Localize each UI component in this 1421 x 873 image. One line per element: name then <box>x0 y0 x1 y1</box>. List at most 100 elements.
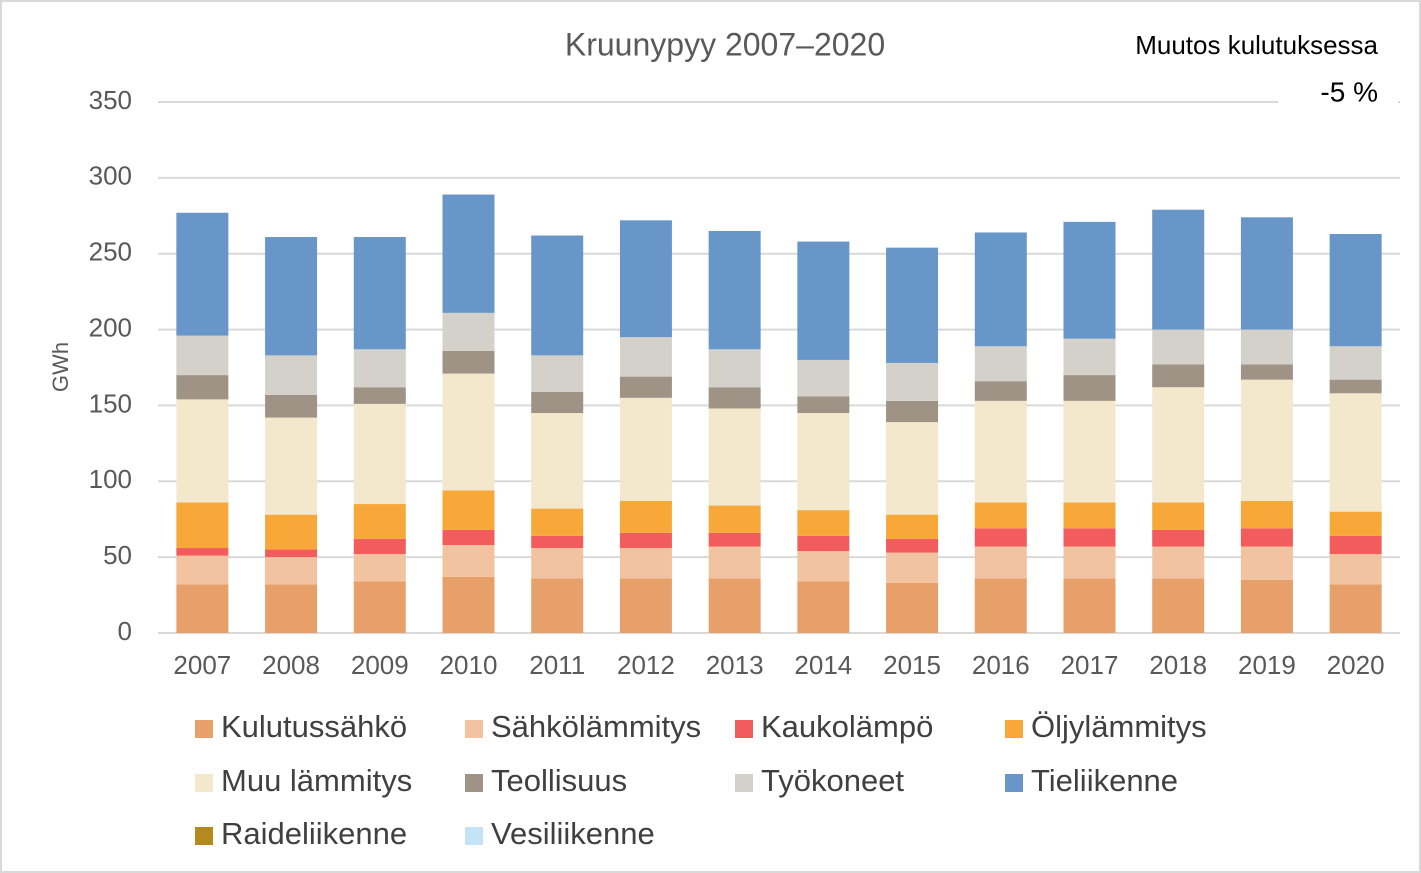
bar-segment <box>176 212 229 336</box>
y-tick-label: 100 <box>89 464 132 494</box>
bar-segment <box>1329 554 1382 585</box>
bar-segment <box>797 510 850 536</box>
bar-segment <box>1329 233 1382 347</box>
bar-segment <box>1329 379 1382 394</box>
bar-segment <box>176 548 229 556</box>
bar-segment <box>619 578 672 633</box>
legend-label: Raideliikenne <box>221 816 407 851</box>
bar-segment <box>531 535 584 549</box>
bar-segment <box>176 375 229 400</box>
bar-segment <box>797 359 850 397</box>
legend-swatch <box>465 774 483 792</box>
bar-segment <box>531 235 584 356</box>
bar-segment <box>1152 387 1205 503</box>
bar-segment <box>1063 546 1116 579</box>
bar-segment <box>974 528 1027 547</box>
bar-segment <box>176 335 229 376</box>
bar-segment <box>265 237 318 356</box>
legend-swatch <box>195 720 213 738</box>
bar-segment <box>974 346 1027 382</box>
legend-swatch <box>735 774 753 792</box>
x-tick-label: 2016 <box>972 650 1030 680</box>
bar-segment <box>886 514 939 539</box>
bar-segment <box>176 555 229 585</box>
legend-swatch <box>195 774 213 792</box>
y-tick-label: 350 <box>89 85 132 115</box>
bar-segment <box>1063 578 1116 633</box>
bar-segment <box>176 399 229 503</box>
bar-segment <box>1063 502 1116 529</box>
x-tick-label: 2009 <box>351 650 409 680</box>
bar-segment <box>974 502 1027 529</box>
y-tick-label: 150 <box>89 388 132 418</box>
bar-segment <box>353 538 406 555</box>
bar-segment <box>886 582 939 633</box>
legend-swatch <box>465 827 483 845</box>
bar-segment <box>1240 329 1293 365</box>
bar-segment <box>442 194 495 313</box>
bar-segment <box>886 538 939 553</box>
bar-segment <box>1329 535 1382 555</box>
bar-segment <box>1329 584 1382 633</box>
x-tick-label: 2014 <box>794 650 852 680</box>
bar-segment <box>708 532 761 547</box>
bar-segment <box>1240 528 1293 547</box>
y-tick-label: 300 <box>89 161 132 191</box>
bar-segment <box>531 391 584 414</box>
bar-segment <box>1152 329 1205 365</box>
x-tick-label: 2007 <box>173 650 231 680</box>
legend-label: Kaukolämpö <box>761 709 933 744</box>
bar-segment <box>1063 528 1116 547</box>
bar-segment <box>619 337 672 377</box>
bar-segment <box>1152 364 1205 388</box>
bar-segment <box>886 552 939 583</box>
bar-segment <box>1152 529 1205 547</box>
bar-segment <box>886 247 939 363</box>
bar-segment <box>265 549 318 558</box>
y-tick-label: 200 <box>89 312 132 342</box>
legend-label: Vesiliikenne <box>491 816 655 851</box>
legend-label: Muu lämmitys <box>221 763 412 798</box>
bar-segment <box>1063 221 1116 339</box>
bar-segment <box>797 535 850 552</box>
bar-segment <box>1240 217 1293 330</box>
bar-segment <box>1063 375 1116 401</box>
annotation: -5 % <box>1320 76 1378 107</box>
legend-label: Sähkölämmitys <box>491 709 701 744</box>
bar-segment <box>619 532 672 549</box>
bar-segment <box>619 397 672 502</box>
bar-segment <box>531 548 584 579</box>
x-tick-label: 2010 <box>440 650 498 680</box>
bar-segment <box>1329 346 1382 380</box>
x-tick-label: 2017 <box>1061 650 1119 680</box>
bar-segment <box>1152 578 1205 633</box>
bar-segment <box>619 501 672 533</box>
bar-segment <box>886 400 939 423</box>
bar-segment <box>442 490 495 530</box>
bar-segment <box>974 400 1027 503</box>
y-tick-label: 250 <box>89 237 132 267</box>
x-tick-label: 2018 <box>1149 650 1207 680</box>
bar-segment <box>442 312 495 351</box>
y-axis-label: GWh <box>48 342 73 392</box>
bar-segment <box>619 548 672 579</box>
legend-label: Öljylämmitys <box>1031 709 1207 744</box>
bar-segment <box>353 387 406 404</box>
legend-label: Työkoneet <box>761 763 904 798</box>
x-tick-label: 2013 <box>706 650 764 680</box>
bar-segment <box>1240 501 1293 529</box>
bar-segment <box>1152 546 1205 579</box>
bar-segment <box>176 584 229 633</box>
y-tick-label: 50 <box>103 540 132 570</box>
bar-segment <box>1329 511 1382 536</box>
y-tick-label: 0 <box>118 616 132 646</box>
bar-segment <box>1240 579 1293 633</box>
bar-segment <box>708 505 761 533</box>
bar-segment <box>531 578 584 633</box>
legend-swatch <box>1005 774 1023 792</box>
bar-segment <box>708 387 761 409</box>
x-tick-label: 2019 <box>1238 650 1296 680</box>
legend-label: Kulutussähkö <box>221 709 407 744</box>
bar-segment <box>974 232 1027 347</box>
bar-segment <box>797 551 850 582</box>
